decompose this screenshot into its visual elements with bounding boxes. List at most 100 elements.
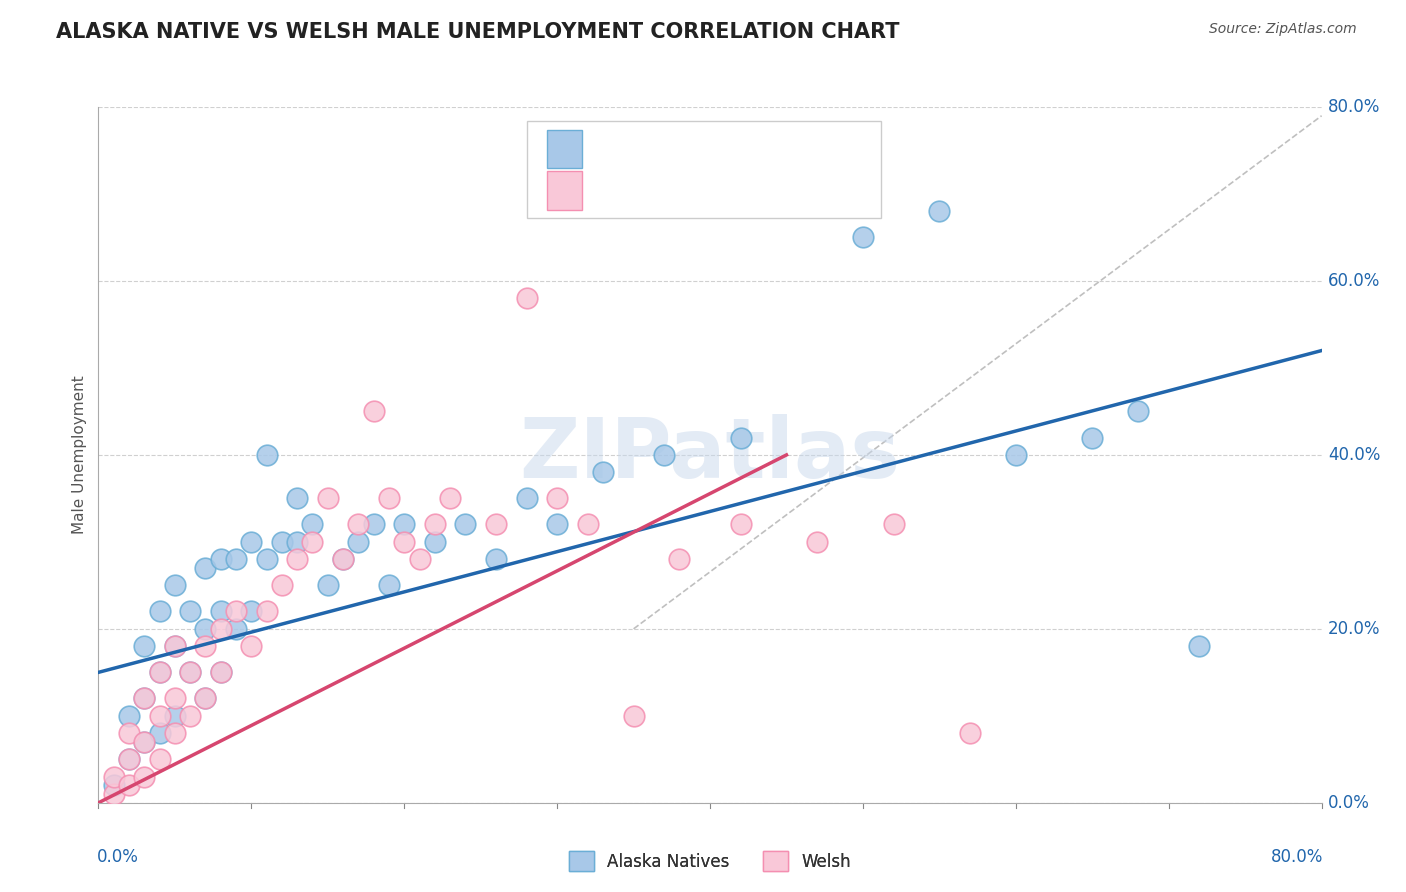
FancyBboxPatch shape: [547, 129, 582, 168]
Point: [285, 491, 308, 506]
Point: [194, 561, 217, 575]
Point: [163, 639, 186, 653]
Point: [332, 552, 354, 566]
Point: [576, 517, 599, 532]
Point: [134, 735, 156, 749]
FancyBboxPatch shape: [526, 121, 882, 219]
Legend: Alaska Natives, Welsh: Alaska Natives, Welsh: [562, 845, 858, 878]
Point: [392, 534, 416, 549]
Point: [423, 534, 446, 549]
Point: [485, 517, 508, 532]
Point: [363, 404, 385, 418]
Point: [928, 204, 950, 219]
Point: [270, 578, 292, 592]
Point: [103, 778, 125, 792]
Point: [270, 534, 292, 549]
Point: [240, 605, 263, 619]
Point: [546, 491, 568, 506]
Point: [392, 517, 416, 532]
Point: [256, 605, 278, 619]
Point: [316, 578, 339, 592]
Point: [347, 534, 370, 549]
Point: [103, 787, 125, 801]
Point: [149, 665, 172, 680]
Point: [332, 552, 354, 566]
Point: [194, 639, 217, 653]
Point: [163, 726, 186, 740]
Point: [194, 622, 217, 636]
Point: [118, 778, 141, 792]
Point: [149, 708, 172, 723]
Point: [378, 578, 401, 592]
Point: [103, 770, 125, 784]
Point: [1004, 448, 1026, 462]
Point: [439, 491, 461, 506]
Point: [134, 735, 156, 749]
Point: [225, 552, 247, 566]
Point: [194, 691, 217, 706]
Point: [134, 691, 156, 706]
Point: [316, 491, 339, 506]
Point: [209, 622, 232, 636]
Point: [118, 726, 141, 740]
Text: 60.0%: 60.0%: [1327, 272, 1381, 290]
Point: [883, 517, 905, 532]
Point: [163, 691, 186, 706]
Point: [134, 691, 156, 706]
Text: Source: ZipAtlas.com: Source: ZipAtlas.com: [1209, 22, 1357, 37]
Point: [668, 552, 690, 566]
Point: [852, 230, 875, 244]
Point: [149, 665, 172, 680]
Point: [163, 578, 186, 592]
Point: [118, 708, 141, 723]
Point: [163, 708, 186, 723]
Point: [301, 534, 323, 549]
Point: [730, 517, 752, 532]
Point: [134, 639, 156, 653]
Point: [179, 605, 201, 619]
Text: ALASKA NATIVE VS WELSH MALE UNEMPLOYMENT CORRELATION CHART: ALASKA NATIVE VS WELSH MALE UNEMPLOYMENT…: [56, 22, 900, 42]
Point: [179, 665, 201, 680]
Point: [179, 665, 201, 680]
Point: [806, 534, 828, 549]
Point: [423, 517, 446, 532]
Point: [623, 708, 645, 723]
Point: [256, 448, 278, 462]
Y-axis label: Male Unemployment: Male Unemployment: [72, 376, 87, 534]
Point: [209, 605, 232, 619]
Text: 40.0%: 40.0%: [1327, 446, 1381, 464]
Point: [1128, 404, 1150, 418]
Point: [179, 708, 201, 723]
Point: [118, 752, 141, 766]
Point: [149, 752, 172, 766]
Text: 0.0%: 0.0%: [97, 848, 139, 866]
Point: [516, 491, 538, 506]
Point: [363, 517, 385, 532]
Text: ZIPatlas: ZIPatlas: [520, 415, 900, 495]
Point: [134, 770, 156, 784]
Point: [408, 552, 430, 566]
Point: [194, 691, 217, 706]
Point: [285, 534, 308, 549]
Text: 20.0%: 20.0%: [1327, 620, 1381, 638]
Point: [592, 466, 614, 480]
Point: [454, 517, 477, 532]
Point: [240, 639, 263, 653]
Point: [163, 639, 186, 653]
Point: [209, 665, 232, 680]
Point: [485, 552, 508, 566]
Point: [149, 726, 172, 740]
Point: [959, 726, 981, 740]
Point: [240, 534, 263, 549]
Text: R = 0.456   N = 50: R = 0.456 N = 50: [596, 140, 766, 158]
Point: [118, 752, 141, 766]
Point: [225, 605, 247, 619]
Point: [546, 517, 568, 532]
Point: [285, 552, 308, 566]
Point: [301, 517, 323, 532]
Point: [652, 448, 675, 462]
Point: [347, 517, 370, 532]
Point: [378, 491, 401, 506]
Point: [730, 431, 752, 445]
Point: [516, 291, 538, 305]
